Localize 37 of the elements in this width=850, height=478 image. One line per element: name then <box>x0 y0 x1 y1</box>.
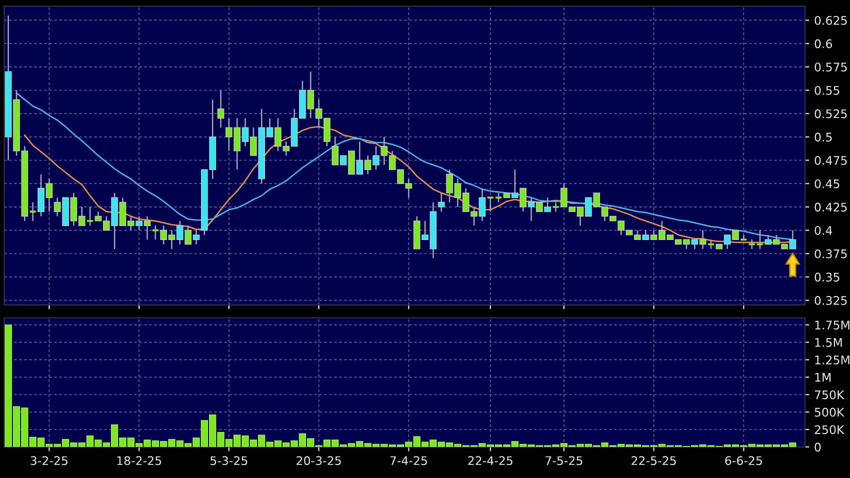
candlestick <box>494 192 503 203</box>
x-tick-label: 7-4-25 <box>390 456 427 466</box>
y-tick-label: 0.35 <box>814 272 840 282</box>
x-tick-label: 6-6-25 <box>725 456 762 466</box>
candlestick <box>28 202 37 222</box>
y-tick-label: 0.375 <box>814 249 847 258</box>
y-tick-label: 0.475 <box>814 156 847 165</box>
y-tick-label: 1M <box>815 373 831 382</box>
x-tick-label: 20-3-25 <box>296 456 341 466</box>
y-tick-label: 0.625 <box>814 16 847 25</box>
x-tick-label: 18-2-25 <box>117 456 162 466</box>
y-tick-label: 0.5 <box>814 132 832 142</box>
y-tick-label: 0.4 <box>814 226 832 235</box>
candlestick <box>486 196 494 212</box>
y-tick-label: 0.575 <box>814 62 847 72</box>
y-tick-label: 250K <box>814 425 844 434</box>
y-tick-label: 500K <box>814 408 844 417</box>
x-tick-label: 7-5-25 <box>546 456 582 466</box>
x-tick-label: 3-2-25 <box>30 456 68 466</box>
y-tick-label: 0.425 <box>814 202 847 212</box>
y-tick-label: 1.25M <box>815 355 850 364</box>
y-tick-label: 0.55 <box>814 86 840 95</box>
y-tick-label: 0.325 <box>814 296 847 305</box>
candlestick <box>748 238 756 250</box>
y-tick-label: 1.5M <box>815 338 842 347</box>
y-tick-label: 1.75M <box>815 320 850 330</box>
y-tick-label: 0.6 <box>814 39 832 48</box>
y-tick-label: 0.525 <box>814 109 847 118</box>
y-tick-label: 0.45 <box>814 179 840 188</box>
x-tick-label: 5-3-25 <box>210 456 248 466</box>
y-tick-label: 750K <box>814 390 844 400</box>
candlestick <box>756 230 764 250</box>
y-tick-label: 0 <box>814 442 821 452</box>
candlestick <box>438 192 445 212</box>
candlestick <box>217 90 224 128</box>
x-tick-label: 22-4-25 <box>468 456 512 466</box>
x-tick-label: 22-5-25 <box>632 456 676 466</box>
